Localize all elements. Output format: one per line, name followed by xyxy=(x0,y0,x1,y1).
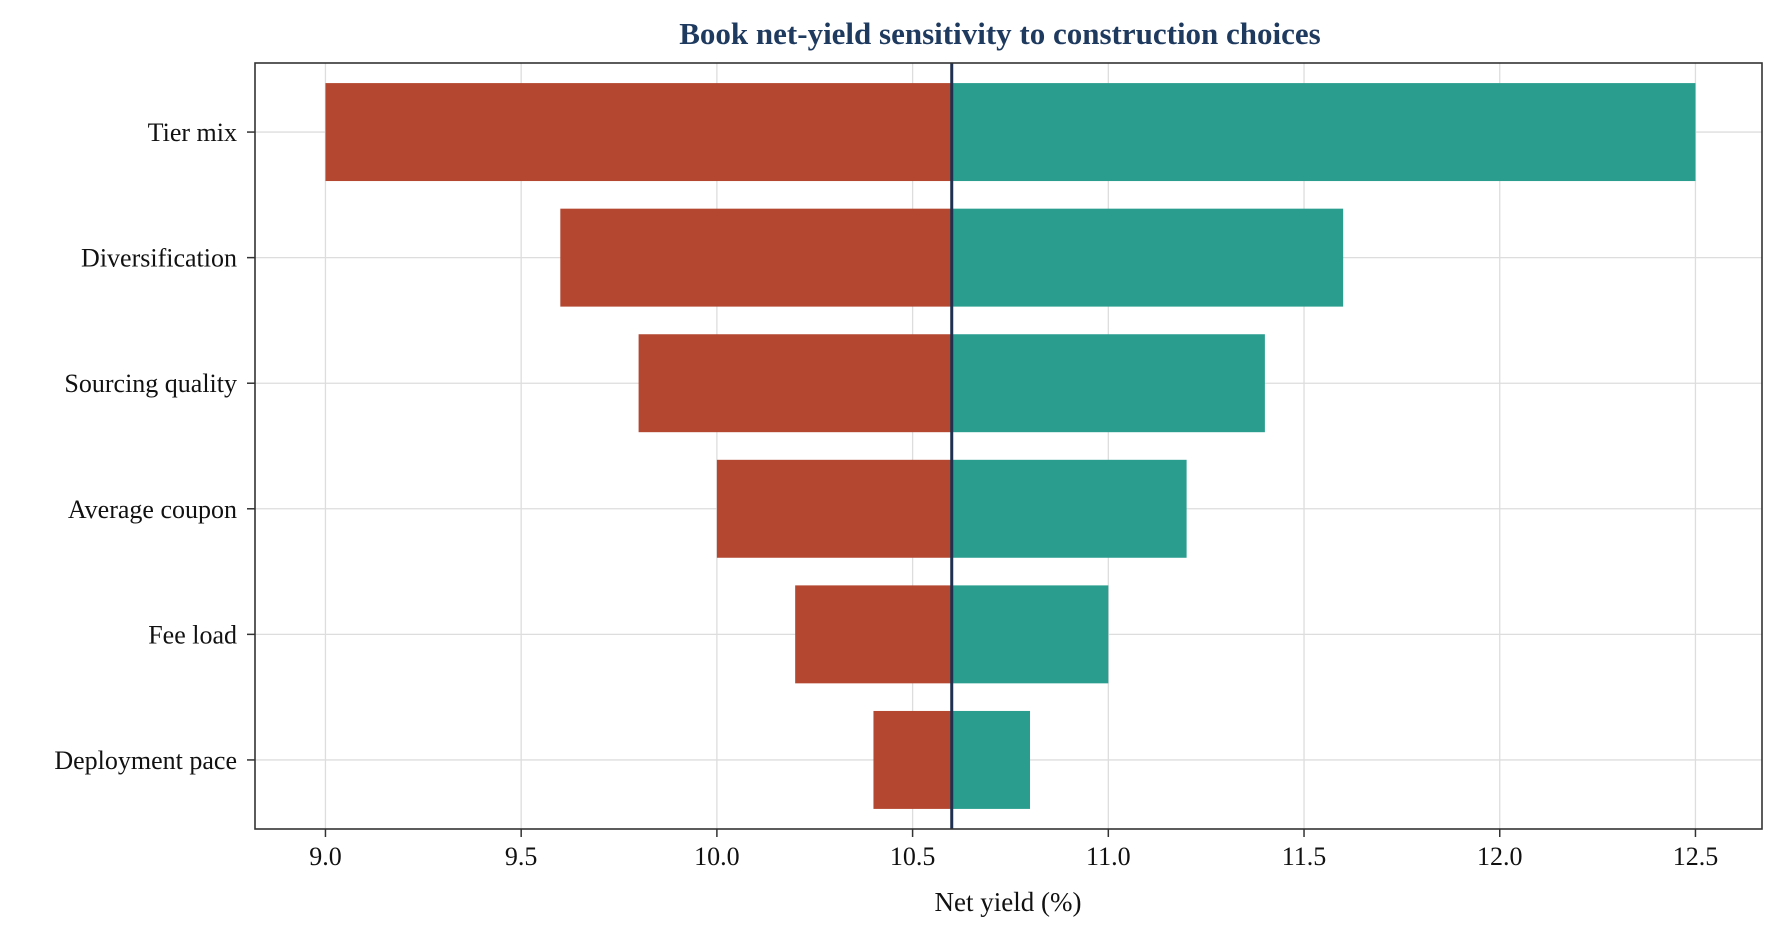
y-tick-label: Fee load xyxy=(148,620,237,649)
bar-high xyxy=(951,83,1696,182)
chart-title: Book net-yield sensitivity to constructi… xyxy=(679,16,1321,51)
x-axis: 9.0 9.5 10.0 10.5 11.0 11.5 12.0 12.5 xyxy=(309,829,1718,871)
bar-high xyxy=(951,710,1031,809)
bar-low xyxy=(325,83,952,182)
bar-low xyxy=(560,208,952,307)
y-axis: Tier mix Diversification Sourcing quality A… xyxy=(54,118,255,775)
y-tick-label: Sourcing quality xyxy=(64,369,237,398)
bar-high xyxy=(951,208,1344,307)
y-tick-label: Deployment pace xyxy=(54,746,237,775)
bar-low xyxy=(638,334,952,433)
bar-high xyxy=(951,585,1109,684)
bar-low xyxy=(795,585,952,684)
y-tick-label: Diversification xyxy=(81,244,237,273)
bar-low xyxy=(873,710,952,809)
bar-low xyxy=(716,459,952,558)
x-tick-label: 9.5 xyxy=(505,842,538,871)
x-tick-label: 10.0 xyxy=(694,842,740,871)
x-tick-label: 12.5 xyxy=(1673,842,1719,871)
bar-high xyxy=(951,334,1265,433)
bar-high xyxy=(951,459,1187,558)
x-tick-label: 10.5 xyxy=(890,842,936,871)
x-tick-label: 11.0 xyxy=(1086,842,1131,871)
y-tick-label: Tier mix xyxy=(148,118,237,147)
x-tick-label: 12.0 xyxy=(1477,842,1523,871)
x-tick-label: 11.5 xyxy=(1282,842,1327,871)
x-axis-label: Net yield (%) xyxy=(935,887,1082,917)
y-tick-label: Average coupon xyxy=(68,495,237,524)
plot-frame xyxy=(254,62,1763,830)
bars-layer xyxy=(325,83,1696,809)
x-tick-label: 9.0 xyxy=(309,842,342,871)
